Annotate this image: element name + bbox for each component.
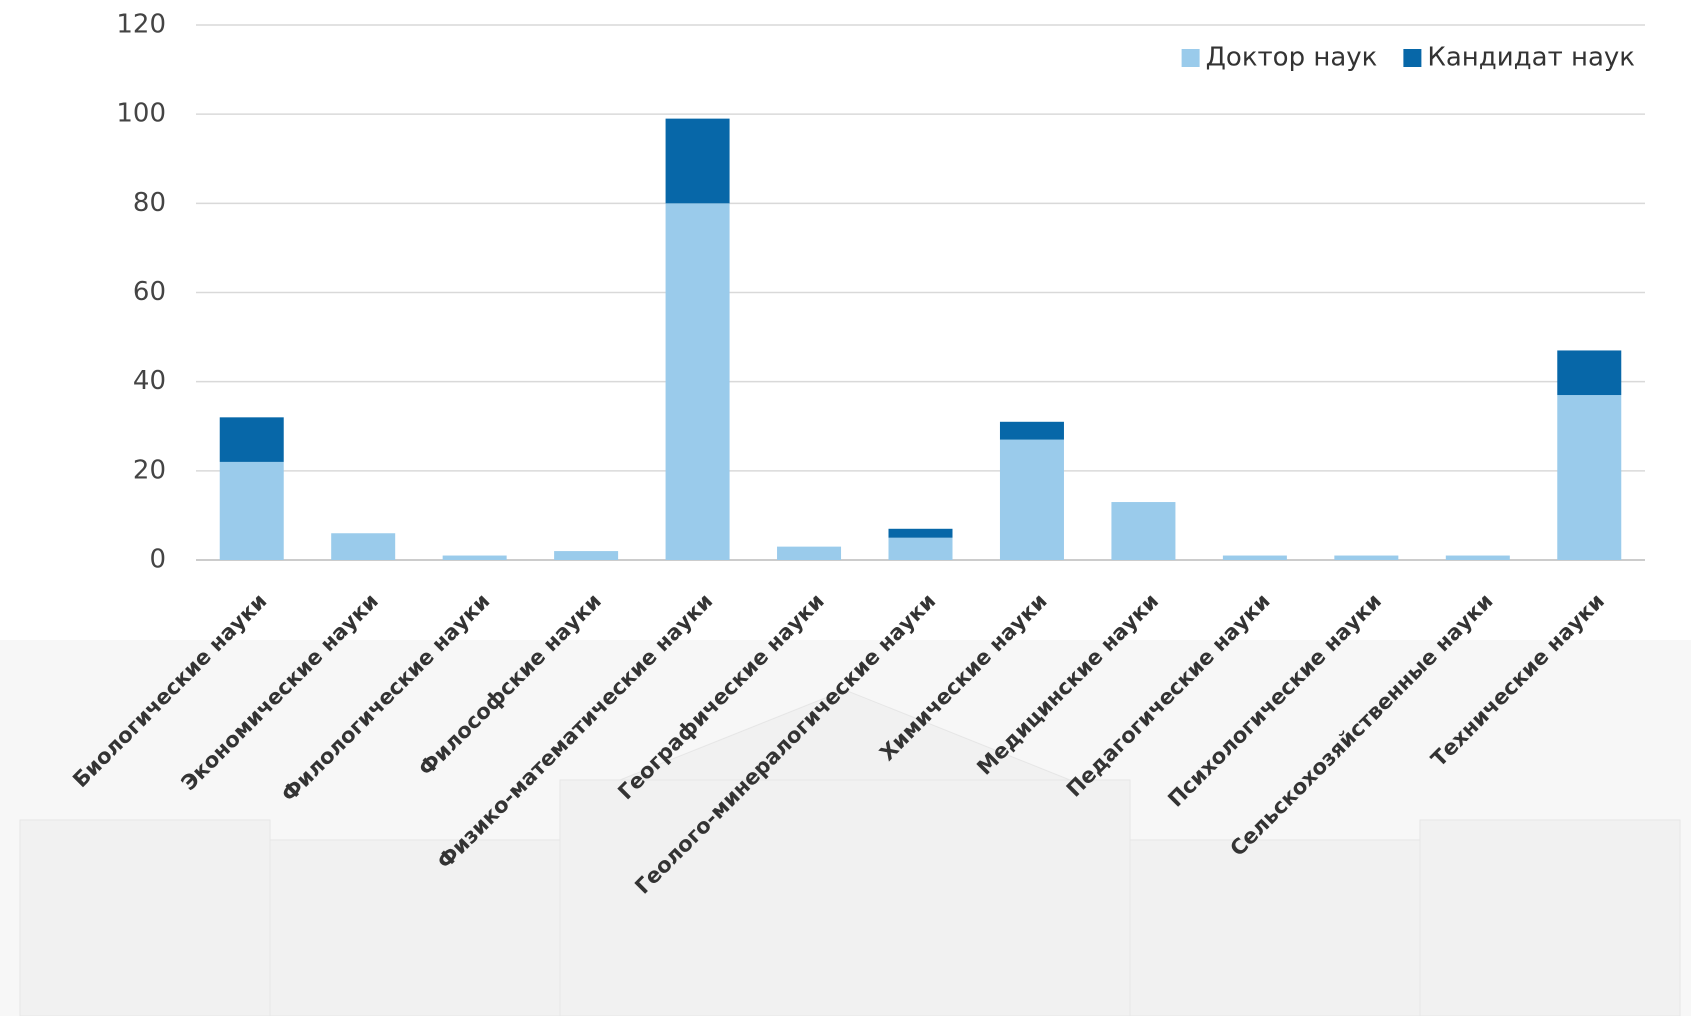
y-tick-label: 120 bbox=[116, 10, 166, 40]
bar-segment bbox=[665, 203, 730, 561]
y-tick-label: 60 bbox=[133, 277, 166, 307]
bar-segment bbox=[888, 528, 953, 538]
bar-segment bbox=[219, 417, 284, 462]
bar-segment bbox=[1557, 350, 1622, 396]
legend-label: Кандидат наук bbox=[1427, 43, 1635, 73]
bar-segment bbox=[554, 551, 619, 560]
y-tick-label: 100 bbox=[116, 99, 166, 129]
bar-segment bbox=[1445, 555, 1510, 560]
bar-segment bbox=[1222, 555, 1287, 560]
bar-segment bbox=[1334, 555, 1399, 560]
bar-segment bbox=[442, 555, 507, 560]
bar-segment bbox=[665, 118, 730, 204]
bar-segment bbox=[999, 421, 1064, 440]
background-building bbox=[0, 640, 1691, 1016]
y-tick-label: 20 bbox=[133, 455, 166, 485]
y-tick-label: 40 bbox=[133, 366, 166, 396]
bar-segment bbox=[331, 533, 396, 560]
legend-swatch bbox=[1403, 49, 1422, 67]
bar-segment bbox=[888, 537, 953, 560]
legend-label: Доктор наук bbox=[1206, 43, 1378, 73]
bar-segment bbox=[1111, 502, 1176, 560]
bar-segment bbox=[999, 439, 1064, 560]
bar-segment bbox=[777, 546, 842, 560]
bar-segment bbox=[1557, 395, 1622, 560]
y-tick-label: 80 bbox=[133, 188, 166, 218]
legend-swatch bbox=[1181, 49, 1200, 67]
y-tick-label: 0 bbox=[149, 545, 166, 575]
bar-segment bbox=[219, 461, 284, 560]
